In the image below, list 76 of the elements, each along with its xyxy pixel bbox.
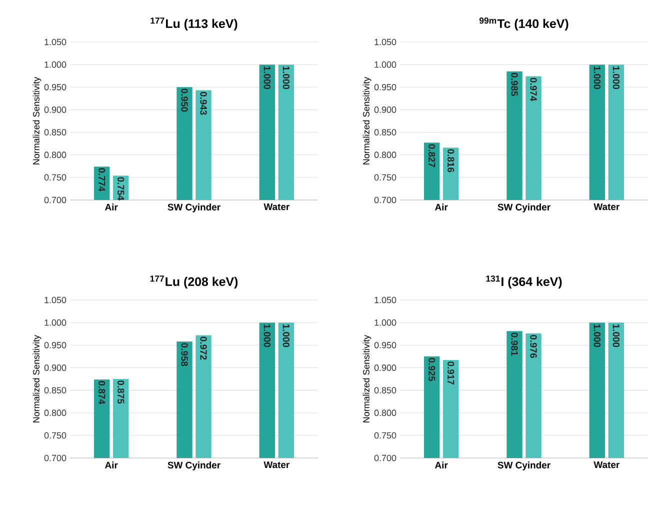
data-label: 0.827 bbox=[428, 144, 436, 168]
x-tick-label: Water bbox=[594, 204, 620, 210]
data-label: 0.981 bbox=[511, 332, 518, 356]
y-tick-label: 0.800 bbox=[44, 152, 66, 158]
chart-title: $^{131}$I (364 keV) bbox=[486, 275, 562, 289]
data-label: 0.875 bbox=[117, 380, 124, 404]
y-tick-label: 0.750 bbox=[374, 432, 396, 439]
y-tick-label: 1.050 bbox=[374, 296, 396, 304]
chart-title: $^{177}$Lu (113 keV) bbox=[150, 18, 238, 31]
data-label: 1.000 bbox=[594, 66, 601, 90]
x-tick-label: SW Cyinder bbox=[168, 204, 220, 212]
y-tick-label: 0.950 bbox=[374, 342, 396, 348]
y-tick-label: 0.800 bbox=[374, 410, 396, 416]
x-tick-label: Water bbox=[264, 204, 290, 210]
x-tick-label: SW Cyinder bbox=[168, 462, 220, 470]
y-axis-title: Normalized Sensitivity bbox=[362, 334, 372, 422]
y-axis-title: Normalized Sensitivity bbox=[362, 76, 372, 164]
data-label: 1.000 bbox=[612, 66, 620, 90]
data-label: 1.000 bbox=[264, 66, 271, 90]
y-axis-title: Normalized Sensitivity bbox=[32, 76, 42, 164]
y-tick-label: 0.950 bbox=[374, 84, 396, 90]
y-tick-label: 1.050 bbox=[44, 296, 66, 304]
y-tick-label: 0.850 bbox=[44, 387, 66, 394]
x-tick-label: Air bbox=[104, 204, 118, 210]
data-label: 1.000 bbox=[282, 324, 290, 348]
data-label: 0.974 bbox=[530, 78, 537, 102]
data-label: 0.917 bbox=[447, 362, 454, 384]
data-label: 0.976 bbox=[530, 334, 537, 358]
data-label: 0.943 bbox=[200, 92, 207, 115]
data-label: 0.985 bbox=[511, 72, 518, 96]
y-tick-label: 0.900 bbox=[44, 106, 66, 113]
data-label: 1.000 bbox=[612, 324, 620, 348]
x-tick-label: Air bbox=[104, 462, 118, 468]
y-tick-label: 1.000 bbox=[374, 61, 396, 68]
x-tick-label: SW Cyinder bbox=[498, 204, 550, 212]
y-tick-label: 0.700 bbox=[374, 454, 396, 462]
y-tick-label: 0.900 bbox=[374, 364, 396, 371]
y-tick-label: 0.750 bbox=[44, 174, 66, 181]
y-tick-label: 0.950 bbox=[44, 84, 66, 90]
data-label: 0.972 bbox=[200, 336, 207, 360]
data-label: 0.874 bbox=[98, 381, 106, 404]
x-tick-label: Water bbox=[264, 462, 290, 468]
y-tick-label: 1.000 bbox=[44, 319, 66, 326]
data-label: 0.774 bbox=[98, 168, 106, 192]
data-label: 0.950 bbox=[181, 88, 188, 112]
x-tick-label: Air bbox=[434, 462, 448, 468]
y-tick-label: 0.700 bbox=[374, 196, 396, 204]
chart-title: $^{99m}$Tc (140 keV) bbox=[479, 17, 568, 31]
y-tick-label: 0.850 bbox=[44, 129, 66, 136]
y-tick-label: 0.750 bbox=[44, 432, 66, 439]
y-tick-label: 0.850 bbox=[374, 387, 396, 394]
y-tick-label: 0.900 bbox=[44, 364, 66, 371]
y-axis-title: Normalized Sensitivity bbox=[32, 334, 42, 422]
x-tick-label: Air bbox=[434, 204, 448, 210]
y-tick-label: 1.000 bbox=[374, 319, 396, 326]
data-label: 0.925 bbox=[428, 358, 436, 382]
y-tick-label: 0.700 bbox=[44, 196, 66, 204]
y-tick-label: 0.850 bbox=[374, 129, 396, 136]
y-tick-label: 1.050 bbox=[44, 38, 66, 46]
y-tick-label: 1.050 bbox=[374, 38, 396, 46]
y-tick-label: 0.900 bbox=[374, 106, 396, 113]
y-tick-label: 0.800 bbox=[44, 410, 66, 416]
data-label: 1.000 bbox=[264, 324, 271, 348]
y-tick-label: 1.000 bbox=[44, 61, 66, 68]
x-tick-label: SW Cyinder bbox=[498, 462, 550, 470]
x-tick-label: Water bbox=[594, 462, 620, 468]
y-tick-label: 0.750 bbox=[374, 174, 396, 181]
data-label: 1.000 bbox=[282, 66, 290, 90]
chart-title: $^{177}$Lu (208 keV) bbox=[150, 276, 238, 289]
y-tick-label: 0.700 bbox=[44, 454, 66, 462]
data-label: 0.816 bbox=[447, 149, 454, 172]
y-tick-label: 0.950 bbox=[44, 342, 66, 348]
data-label: 1.000 bbox=[594, 324, 601, 348]
data-label: 0.754 bbox=[117, 177, 124, 200]
y-tick-label: 0.800 bbox=[374, 152, 396, 158]
data-label: 0.958 bbox=[181, 343, 188, 366]
